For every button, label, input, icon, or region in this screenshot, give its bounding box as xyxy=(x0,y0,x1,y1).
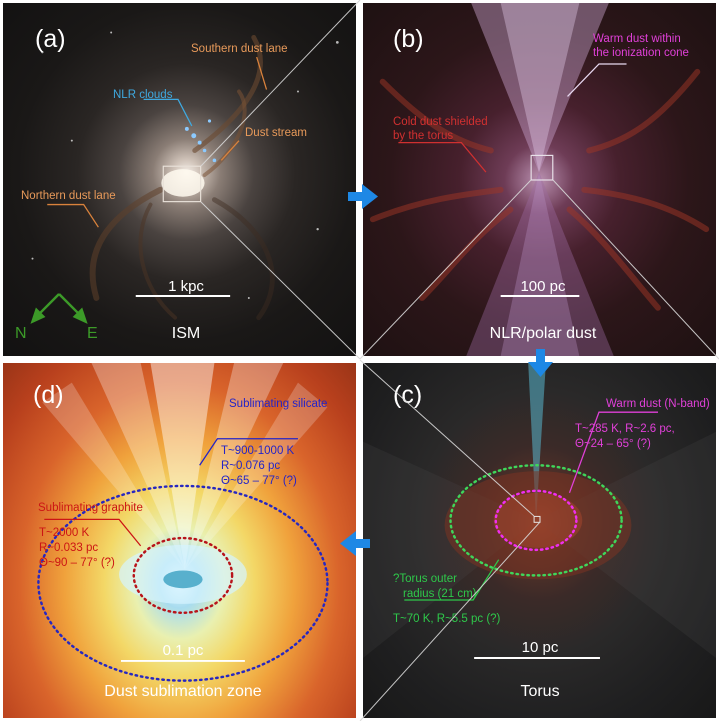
warm-dust-cone-label-line2: the ionization cone xyxy=(593,47,689,59)
light-rays xyxy=(42,363,328,570)
panel-name-c: Torus xyxy=(520,683,560,700)
northern-dust-lane-label: Northern dust lane xyxy=(21,190,116,202)
zoom-box-b xyxy=(530,154,554,181)
silicate-sublimation-ring xyxy=(37,484,329,682)
panel-name-b: NLR/polar dust xyxy=(489,325,597,342)
warm-dust-nband-title: Warm dust (N-band) xyxy=(606,398,710,410)
silicate-temp: T~900-1000 K xyxy=(221,445,295,457)
panel-label-c: (c) xyxy=(393,381,423,409)
silicate-angle: Θ~65 – 77° (?) xyxy=(221,475,297,487)
panel-a-ism: (a) Southern dust lane NLR clouds Dust s… xyxy=(0,0,359,359)
graphite-radius: R~0.033 pc xyxy=(39,542,99,554)
southern-dust-lane-label: Southern dust lane xyxy=(191,43,288,55)
panel-name-d: Dust sublimation zone xyxy=(104,683,262,700)
panel-name-a: ISM xyxy=(171,325,201,342)
nlr-cloud-knots xyxy=(184,119,217,163)
zoom-box-a xyxy=(162,165,202,203)
silicate-title: Sublimating silicate xyxy=(229,398,328,410)
torus-outer-label-line2: radius (21 cm) xyxy=(403,588,477,600)
torus-outer-label-line1: ?Torus outer xyxy=(393,573,457,585)
annotation-leaders-b xyxy=(398,63,627,173)
torus-outer-ring xyxy=(449,464,623,577)
sublimation-illustration xyxy=(37,363,329,682)
graphite-temp: T~2000 K xyxy=(39,527,90,539)
warm-dust-nband-params2: Θ~24 – 65° (?) xyxy=(575,438,651,450)
panel-d-sublimation: (d) Sublimating silicate T~900-1000 K R~… xyxy=(0,360,359,721)
cold-dust-label-line2: by the torus xyxy=(393,130,454,142)
torus-outer-params: T~70 K, R~5.5 pc (?) xyxy=(393,613,501,625)
warm-dust-cone-label-line1: Warm dust within xyxy=(593,33,681,45)
graphite-sublimation-ring xyxy=(132,536,234,615)
compass-north-label: N xyxy=(15,325,27,342)
annotation-leaders-d xyxy=(44,438,298,547)
torus-illustration xyxy=(363,363,716,659)
scale-label-c: 10 pc xyxy=(521,639,559,656)
panel-label-a: (a) xyxy=(35,25,66,53)
nlr-clouds-label: NLR clouds xyxy=(113,89,173,101)
graphite-angle: Θ~90 – 77° (?) xyxy=(39,557,115,569)
central-engine xyxy=(163,570,203,589)
cold-dust-label-line1: Cold dust shielded xyxy=(393,116,488,128)
compass-arrows xyxy=(30,293,88,324)
galaxy-illustration xyxy=(30,31,339,324)
galaxy-nucleus xyxy=(161,169,205,197)
panel-label-b: (b) xyxy=(393,25,424,53)
graphite-title: Sublimating graphite xyxy=(38,502,143,514)
dust-stream-label: Dust stream xyxy=(245,127,307,139)
panel-c-torus: (c) Warm dust (N-band) T~285 K, R~2.6 pc… xyxy=(360,360,719,721)
silicate-radius: R~0.076 pc xyxy=(221,460,281,472)
warm-dust-nband-params1: T~285 K, R~2.6 pc, xyxy=(575,423,675,435)
panel-label-d: (d) xyxy=(33,381,64,409)
scale-label-b: 100 pc xyxy=(520,278,566,295)
field-stars xyxy=(31,31,339,299)
compass-east-label: E xyxy=(87,325,98,342)
panel-b-nlr: (b) Warm dust within the ionization cone… xyxy=(360,0,719,359)
scale-label-a: 1 kpc xyxy=(168,278,204,295)
scale-label-d: 0.1 pc xyxy=(162,642,204,659)
